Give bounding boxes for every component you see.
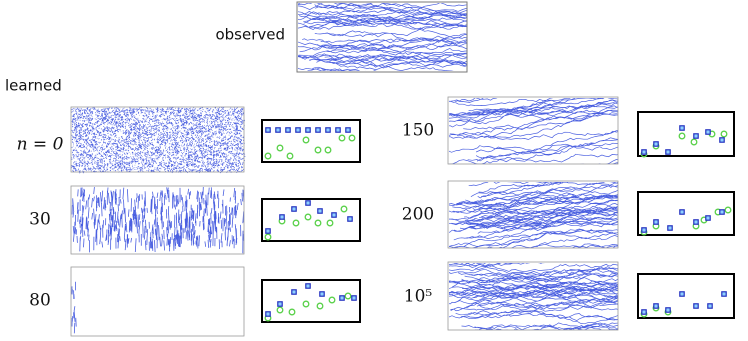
square-marker (319, 291, 325, 297)
square-marker (641, 309, 647, 315)
square-marker (335, 127, 341, 133)
square-marker (705, 215, 711, 221)
circle-marker (276, 144, 284, 152)
circle-marker (720, 130, 728, 138)
square-marker (679, 209, 685, 215)
marker-box (261, 198, 361, 242)
square-marker (641, 149, 647, 155)
panel-label: n = 0 (17, 135, 64, 155)
learned-label: learned (5, 77, 62, 95)
marker-box (261, 279, 361, 323)
square-marker (285, 127, 291, 133)
circle-marker (340, 205, 348, 213)
circle-marker (264, 233, 272, 241)
texture (298, 3, 467, 71)
square-marker (693, 219, 699, 225)
marker-box (261, 119, 361, 163)
square-marker (277, 301, 283, 307)
square-marker (665, 149, 671, 155)
texture (449, 263, 618, 330)
square-marker (693, 133, 699, 139)
panel-label: 80 (29, 291, 51, 311)
circle-marker (326, 219, 334, 227)
square-marker (305, 127, 311, 133)
square-marker (653, 219, 659, 225)
circle-marker (314, 146, 322, 154)
frame (447, 261, 619, 331)
square-marker (279, 214, 285, 220)
square-marker (291, 206, 297, 212)
marker-box (637, 191, 735, 236)
texture (71, 281, 77, 334)
square-marker (305, 283, 311, 289)
square-marker (693, 303, 699, 309)
square-marker (705, 129, 711, 135)
frame (447, 96, 619, 165)
square-marker (265, 228, 271, 234)
frame (70, 185, 245, 255)
circle-marker (264, 152, 272, 160)
square-marker (653, 141, 659, 147)
frame (447, 180, 619, 249)
circle-marker (338, 134, 346, 142)
circle-marker (344, 292, 352, 300)
panel-label: 10⁵ (404, 287, 433, 307)
square-marker (331, 212, 337, 218)
circle-marker (286, 152, 294, 160)
circle-marker (690, 138, 698, 146)
square-marker (667, 225, 673, 231)
square-marker (317, 208, 323, 214)
circle-marker (324, 146, 332, 154)
circle-marker (292, 219, 300, 227)
square-marker (653, 303, 659, 309)
panel-label: 150 (402, 121, 434, 141)
panel-label: 200 (402, 205, 434, 225)
square-marker (719, 137, 725, 143)
square-marker (679, 125, 685, 131)
texture (449, 182, 618, 248)
frame (70, 106, 245, 173)
square-marker (265, 127, 271, 133)
square-marker (275, 127, 281, 133)
circle-marker (348, 134, 356, 142)
texture (449, 98, 618, 164)
circle-marker (316, 302, 324, 310)
panel-label: 30 (29, 210, 51, 230)
square-marker (679, 291, 685, 297)
frame (296, 1, 468, 73)
square-marker (665, 307, 671, 313)
observed-label: observed (215, 26, 285, 44)
square-marker (347, 216, 353, 222)
square-marker (315, 127, 321, 133)
square-marker (325, 127, 331, 133)
circle-marker (314, 219, 322, 227)
circle-marker (328, 296, 336, 304)
texture (71, 186, 245, 254)
circle-marker (302, 136, 310, 144)
marker-box (637, 273, 735, 319)
circle-marker (724, 206, 732, 214)
square-marker (305, 200, 311, 206)
square-marker (351, 295, 357, 301)
square-marker (707, 303, 713, 309)
square-marker (295, 127, 301, 133)
texture (70, 106, 246, 174)
circle-marker (678, 132, 686, 140)
square-marker (641, 227, 647, 233)
square-marker (345, 127, 351, 133)
circle-marker (288, 308, 296, 316)
square-marker (719, 209, 725, 215)
square-marker (265, 311, 271, 317)
square-marker (291, 289, 297, 295)
marker-box (637, 111, 735, 157)
square-marker (339, 295, 345, 301)
circle-marker (276, 306, 284, 314)
circle-marker (302, 300, 310, 308)
frame (70, 266, 245, 337)
circle-marker (304, 213, 312, 221)
square-marker (721, 291, 727, 297)
